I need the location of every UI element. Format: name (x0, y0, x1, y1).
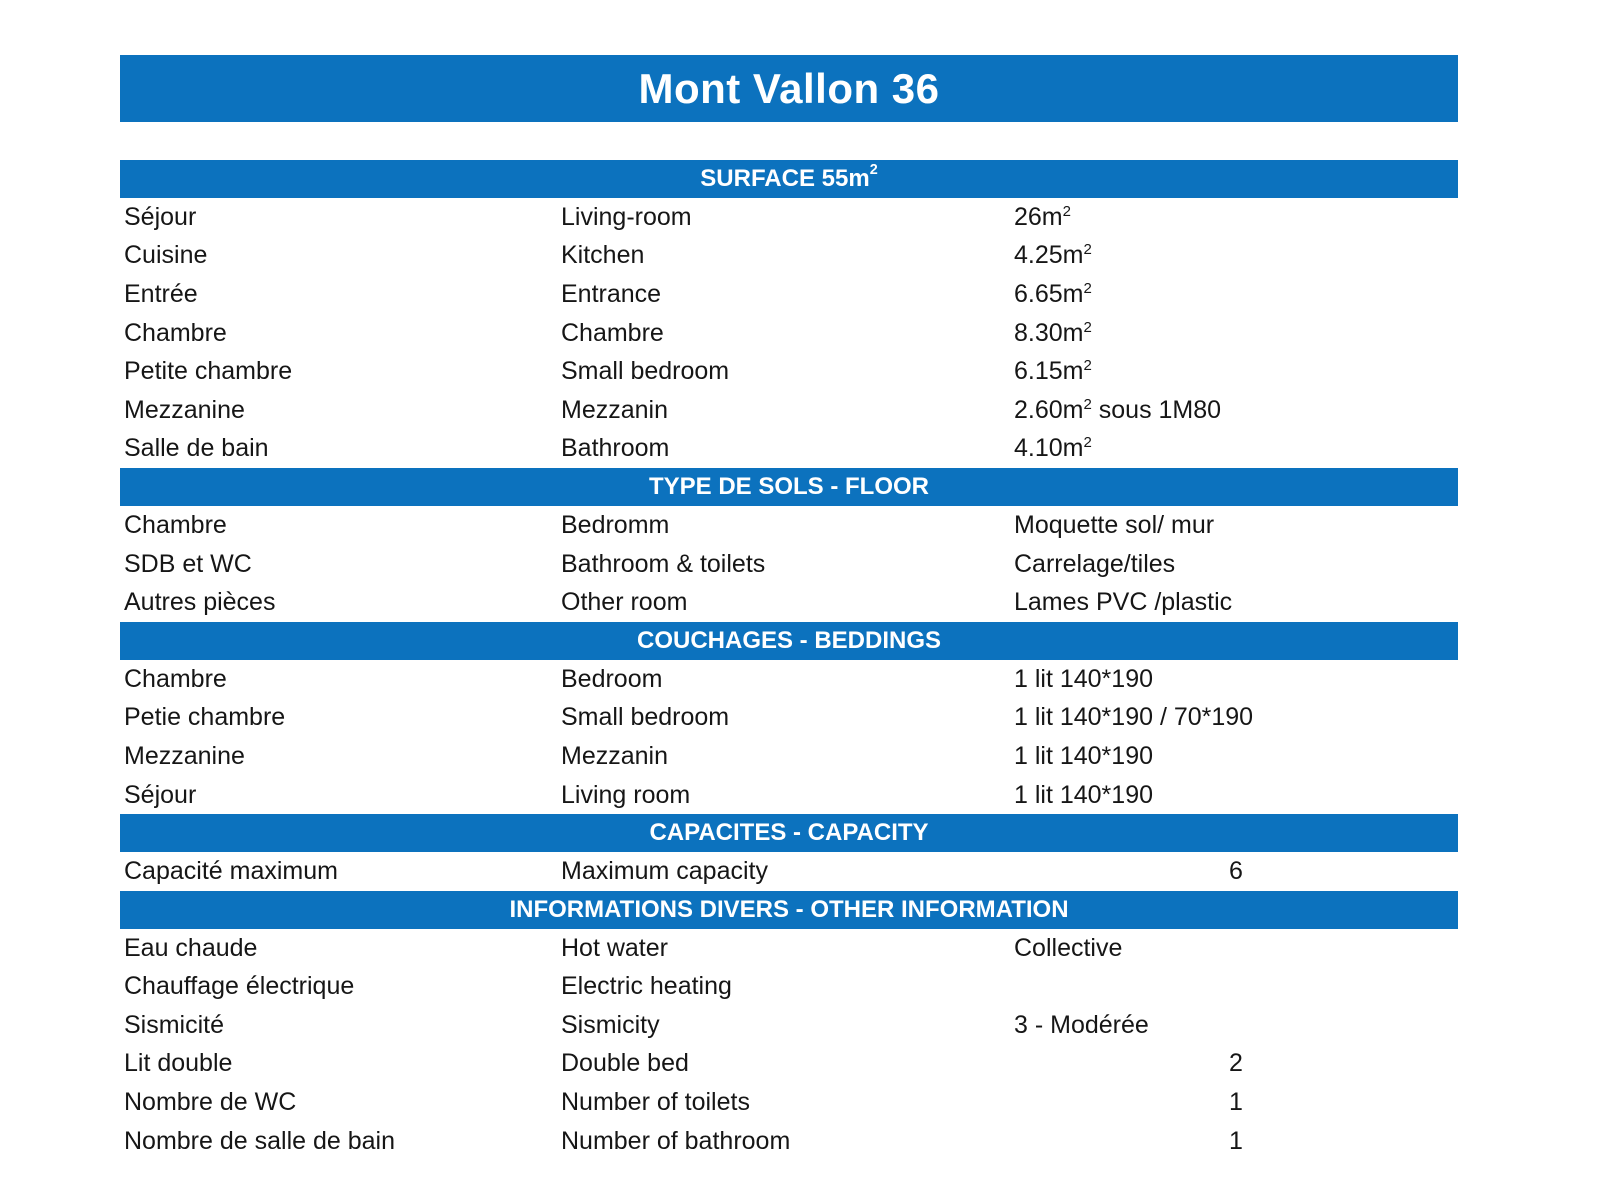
cell-english-label: Living room (561, 780, 691, 809)
table-row: Chambre Chambre 8.30m2 (120, 314, 1458, 353)
page-title: Mont Vallon 36 (120, 55, 1458, 122)
cell-french-label: Séjour (124, 780, 197, 809)
section-header: INFORMATIONS DIVERS - OTHER INFORMATION (120, 890, 1458, 929)
cell-english-label: Small bedroom (561, 357, 730, 386)
cell-value: 4.10m2 (1014, 434, 1092, 463)
cell-french-label: Petie chambre (124, 703, 286, 732)
table-row: SDB et WC Bathroom & toilets Carrelage/til… (120, 545, 1458, 584)
cell-value: 1 (1229, 1088, 1243, 1117)
superscript-2: 2 (1083, 318, 1092, 336)
superscript-2: 2 (1083, 434, 1092, 452)
cell-french-label: Eau chaude (124, 933, 258, 962)
cell-english-label: Mezzanin (561, 741, 668, 770)
cell-value: 2 (1229, 1049, 1243, 1078)
table-row: Chauffage électrique Electric heating (120, 968, 1458, 1007)
cell-english-label: Double bed (561, 1049, 689, 1078)
cell-value: 1 (1229, 1126, 1243, 1155)
cell-english-label: Entrance (561, 279, 662, 308)
cell-english-label: Maximum capacity (561, 857, 768, 886)
cell-french-label: Entrée (124, 279, 198, 308)
sections-container: SURFACE 55m 2 Séjour Living-room 26m2 Cuisine… (120, 160, 1458, 1160)
cell-french-label: Sismicité (124, 1010, 225, 1039)
table-row: Lit double Double bed 2 (120, 1045, 1458, 1084)
table-row: Autres pièces Other room Lames PVC /plasti… (120, 583, 1458, 622)
cell-value: Moquette sol/ mur (1014, 510, 1215, 539)
superscript-2: 2 (1083, 395, 1092, 413)
table-row: Chambre Bedromm Moquette sol/ mur (120, 506, 1458, 545)
cell-english-label: Electric heating (561, 972, 732, 1001)
cell-french-label: Lit double (124, 1049, 233, 1078)
table-row: Petie chambre Small bedroom 1 lit 140*190 … (120, 699, 1458, 738)
cell-value: Carrelage/tiles (1014, 549, 1176, 578)
table-row: Salle de bain Bathroom 4.10m2 (120, 430, 1458, 469)
cell-value: 2.60m2 sous 1M80 (1014, 395, 1222, 424)
table-row: Petite chambre Small bedroom 6.15m2 (120, 352, 1458, 391)
table-row: Cuisine Kitchen 4.25m2 (120, 237, 1458, 276)
cell-french-label: Chambre (124, 664, 227, 693)
cell-french-label: Nombre de WC (124, 1088, 297, 1117)
cell-value: Collective (1014, 933, 1123, 962)
cell-value: 3 - Modérée (1014, 1010, 1149, 1039)
cell-english-label: Mezzanin (561, 395, 668, 424)
cell-french-label: SDB et WC (124, 549, 252, 578)
cell-french-label: Nombre de salle de bain (124, 1126, 395, 1155)
cell-english-label: Bathroom (561, 434, 670, 463)
cell-english-label: Chambre (561, 318, 664, 347)
cell-french-label: Chauffage électrique (124, 972, 355, 1001)
cell-value: 6.15m2 (1014, 357, 1092, 386)
section-header: SURFACE 55m 2 (120, 160, 1458, 198)
cell-value: 6.65m2 (1014, 279, 1092, 308)
table-row: Capacité maximum Maximum capacity 6 (120, 852, 1458, 891)
cell-french-label: Chambre (124, 318, 227, 347)
cell-english-label: Bedromm (561, 510, 670, 539)
cell-french-label: Salle de bain (124, 434, 269, 463)
table-row: Mezzanine Mezzanin 1 lit 140*190 (120, 737, 1458, 776)
table-row: Eau chaude Hot water Collective (120, 929, 1458, 968)
cell-value: 1 lit 140*190 (1014, 780, 1154, 809)
section-header: TYPE DE SOLS - FLOOR (120, 468, 1458, 507)
table-row: Nombre de WC Number of toilets 1 (120, 1083, 1458, 1122)
cell-value: 1 lit 140*190 / 70*190 (1014, 703, 1254, 732)
cell-value: 6 (1229, 857, 1243, 886)
cell-english-label: Sismicity (561, 1010, 660, 1039)
table-row: Chambre Bedroom 1 lit 140*190 (120, 660, 1458, 699)
cell-english-label: Bedroom (561, 664, 663, 693)
superscript-2: 2 (1083, 357, 1092, 375)
cell-value: 1 lit 140*190 (1014, 664, 1154, 693)
cell-english-label: Hot water (561, 933, 668, 962)
cell-value: 1 lit 140*190 (1014, 741, 1154, 770)
cell-french-label: Chambre (124, 510, 227, 539)
table-row: Séjour Living room 1 lit 140*190 (120, 776, 1458, 815)
cell-french-label: Séjour (124, 202, 197, 231)
section-header: COUCHAGES - BEDDINGS (120, 621, 1458, 660)
cell-english-label: Other room (561, 588, 688, 617)
cell-english-label: Number of toilets (561, 1088, 750, 1117)
table-row: Nombre de salle de bain Number of bathroo… (120, 1122, 1458, 1161)
superscript-2: 2 (1083, 279, 1092, 297)
cell-french-label: Mezzanine (124, 395, 245, 424)
cell-english-label: Bathroom & toilets (561, 549, 766, 578)
cell-english-label: Small bedroom (561, 703, 730, 732)
cell-value: 4.25m2 (1014, 241, 1092, 270)
info-sheet: Mont Vallon 36 SURFACE 55m 2 Séjour Living-… (120, 55, 1458, 1160)
cell-value: 26m2 (1014, 202, 1071, 231)
superscript-2: 2 (1083, 241, 1092, 259)
table-row: Mezzanine Mezzanin 2.60m2 sous 1M80 (120, 391, 1458, 430)
cell-french-label: Autres pièces (124, 588, 276, 617)
cell-english-label: Number of bathroom (561, 1126, 791, 1155)
cell-english-label: Kitchen (561, 241, 645, 270)
cell-french-label: Petite chambre (124, 357, 293, 386)
cell-value: 8.30m2 (1014, 318, 1092, 347)
cell-value: Lames PVC /plastic (1014, 588, 1233, 617)
superscript-2: 2 (1062, 202, 1071, 220)
section-header: CAPACITES - CAPACITY (120, 814, 1458, 853)
table-row: Sismicité Sismicity 3 - Modérée (120, 1006, 1458, 1045)
cell-french-label: Mezzanine (124, 741, 245, 770)
table-row: Séjour Living-room 26m2 (120, 198, 1458, 237)
table-row: Entrée Entrance 6.65m2 (120, 275, 1458, 314)
cell-french-label: Capacité maximum (124, 857, 338, 886)
cell-french-label: Cuisine (124, 241, 208, 270)
cell-english-label: Living-room (561, 202, 692, 231)
